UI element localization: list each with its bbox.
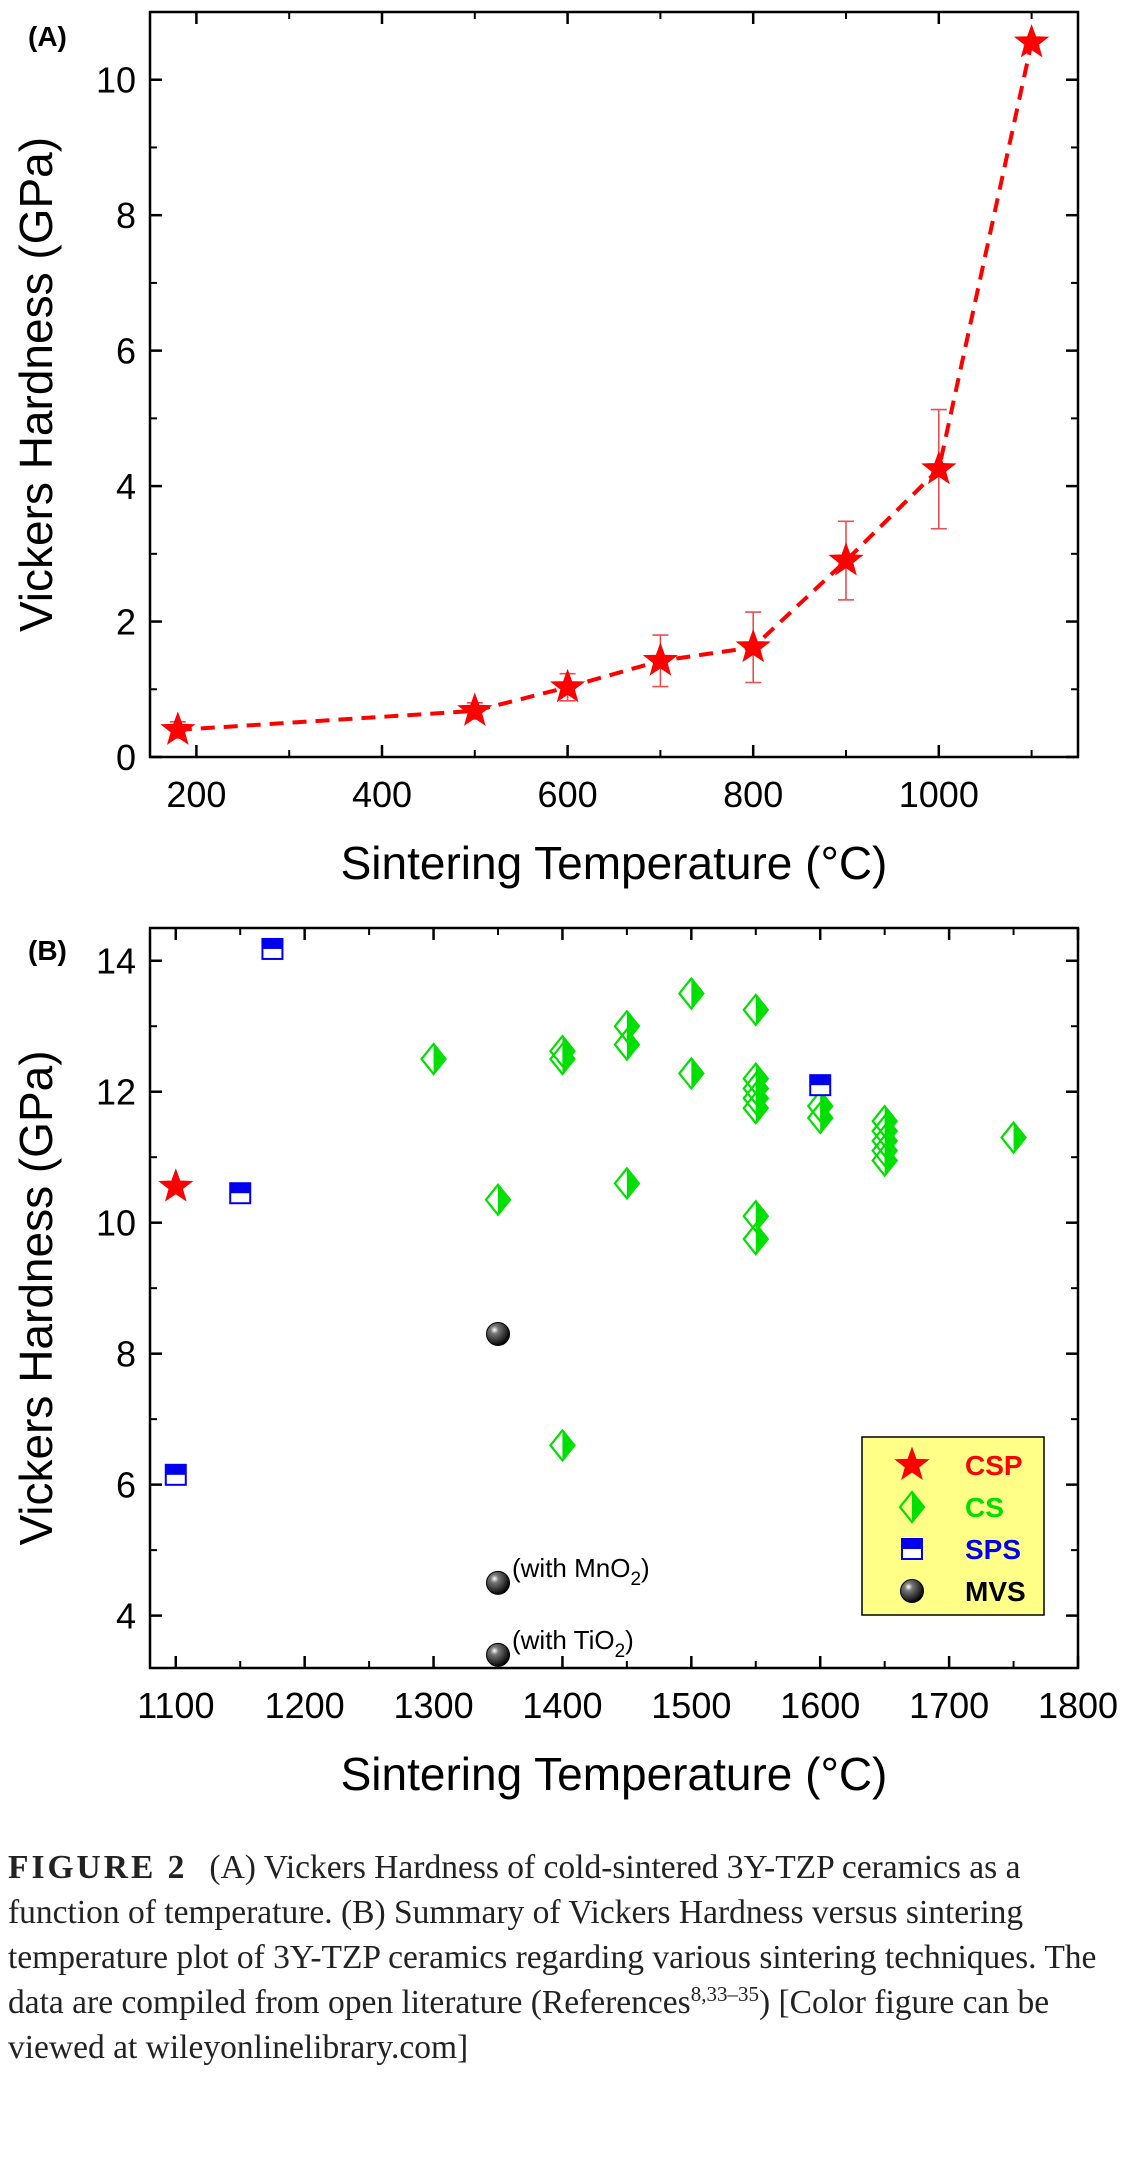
legend-label-mvs: MVS bbox=[965, 1576, 1026, 1607]
x-axis-label: Sintering Temperature (°C) bbox=[341, 1748, 888, 1800]
data-point-mvs bbox=[486, 1570, 510, 1595]
data-point-cs bbox=[742, 1222, 770, 1256]
point-annotation: (with TiO2) bbox=[512, 1625, 634, 1662]
y-tick-label: 10 bbox=[96, 60, 136, 101]
x-tick-label: 1000 bbox=[899, 774, 979, 815]
data-point bbox=[160, 711, 196, 745]
legend-marker-mvs bbox=[900, 1579, 924, 1603]
y-axis-label: Vickers Hardness (GPa) bbox=[10, 1050, 62, 1545]
data-point bbox=[828, 542, 864, 576]
legend-label-cs: CS bbox=[965, 1492, 1004, 1523]
data-point-sps bbox=[261, 937, 284, 960]
data-point-cs bbox=[549, 1428, 576, 1463]
data-point bbox=[550, 668, 586, 703]
y-tick-label: 4 bbox=[116, 1596, 136, 1637]
y-tick-label: 12 bbox=[96, 1072, 136, 1113]
caption-text: (A) Vickers Hardness of cold-sintered 3Y… bbox=[8, 1849, 1097, 2066]
x-tick-label: 1100 bbox=[137, 1685, 214, 1726]
data-point-csp bbox=[158, 1168, 194, 1202]
y-tick-label: 2 bbox=[116, 602, 136, 643]
legend-label-csp: CSP bbox=[965, 1450, 1023, 1481]
data-point-cs bbox=[420, 1042, 447, 1076]
x-tick-label: 1300 bbox=[394, 1685, 474, 1726]
plot-frame bbox=[148, 10, 1080, 759]
legend-marker-cs bbox=[898, 1490, 926, 1524]
x-tick-label: 1800 bbox=[1038, 1685, 1118, 1726]
legend-label-sps: SPS bbox=[965, 1534, 1021, 1565]
x-tick-label: 1600 bbox=[780, 1685, 860, 1726]
data-point-cs bbox=[806, 1101, 834, 1135]
data-point-sps bbox=[809, 1074, 832, 1097]
legend-marker-sps bbox=[901, 1538, 923, 1560]
data-point bbox=[735, 628, 771, 663]
y-tick-label: 8 bbox=[116, 1334, 136, 1375]
legend-box bbox=[861, 1436, 1045, 1616]
data-point bbox=[1014, 24, 1050, 58]
x-tick-label: 400 bbox=[352, 774, 412, 815]
data-point-sps bbox=[229, 1182, 252, 1205]
data-point bbox=[457, 692, 493, 726]
data-point-cs bbox=[742, 993, 770, 1027]
y-tick-label: 6 bbox=[116, 331, 136, 372]
legend-marker-csp bbox=[894, 1446, 930, 1480]
x-tick-label: 1500 bbox=[651, 1685, 731, 1726]
data-point-mvs bbox=[486, 1322, 510, 1347]
x-tick-label: 600 bbox=[538, 774, 598, 815]
panel-a: 200 400 600 800 1000 0 2 4 6 8 10 Sintering Tempera… bbox=[10, 10, 1080, 889]
data-point-mvs bbox=[486, 1642, 510, 1667]
data-point-cs bbox=[613, 1027, 641, 1062]
figure-caption: FIGURE 2 (A) Vickers Hardness of cold-sin… bbox=[8, 1845, 1128, 2070]
legend: CSP CS SPS MVS bbox=[861, 1436, 1045, 1616]
data-point-cs bbox=[677, 976, 705, 1011]
data-point-cs bbox=[677, 1056, 705, 1091]
x-tick-label: 1400 bbox=[522, 1685, 602, 1726]
data-point-cs bbox=[613, 1166, 641, 1201]
point-annotation: (with MnO2) bbox=[512, 1553, 650, 1590]
panel-label: (A) bbox=[28, 21, 67, 52]
plot-frame bbox=[148, 926, 1080, 1670]
x-tick-label: 1200 bbox=[265, 1685, 345, 1726]
data-point bbox=[921, 450, 957, 485]
y-tick-label: 10 bbox=[96, 1203, 136, 1244]
x-tick-label: 800 bbox=[723, 774, 783, 815]
y-tick-label: 0 bbox=[116, 737, 136, 778]
x-tick-label: 1700 bbox=[909, 1685, 989, 1726]
data-point-cs bbox=[549, 1042, 576, 1076]
y-tick-label: 14 bbox=[96, 941, 136, 982]
data-point-cs bbox=[742, 1091, 770, 1125]
y-axis-label: Vickers Hardness (GPa) bbox=[10, 137, 62, 632]
x-tick-label: 200 bbox=[166, 774, 226, 815]
data-point bbox=[642, 642, 678, 676]
caption-label: FIGURE 2 bbox=[8, 1849, 188, 1886]
series-line bbox=[177, 42, 1034, 732]
data-point-cs bbox=[1000, 1120, 1027, 1155]
data-point-cs bbox=[484, 1183, 512, 1217]
y-tick-label: 8 bbox=[116, 195, 136, 236]
panel-b: 1100 1200 1300 1400 1500 1600 1700 1800 4 6 8 10 12 1… bbox=[10, 926, 1118, 1800]
x-axis-label: Sintering Temperature (°C) bbox=[341, 837, 888, 889]
y-tick-label: 6 bbox=[116, 1465, 136, 1506]
data-point-sps bbox=[164, 1463, 187, 1486]
y-tick-label: 4 bbox=[116, 466, 136, 507]
data-point-cs bbox=[871, 1143, 899, 1178]
figure: 200 400 600 800 1000 0 2 4 6 8 10 Sintering Tempera… bbox=[10, 10, 1118, 1800]
panel-label: (B) bbox=[28, 935, 67, 966]
